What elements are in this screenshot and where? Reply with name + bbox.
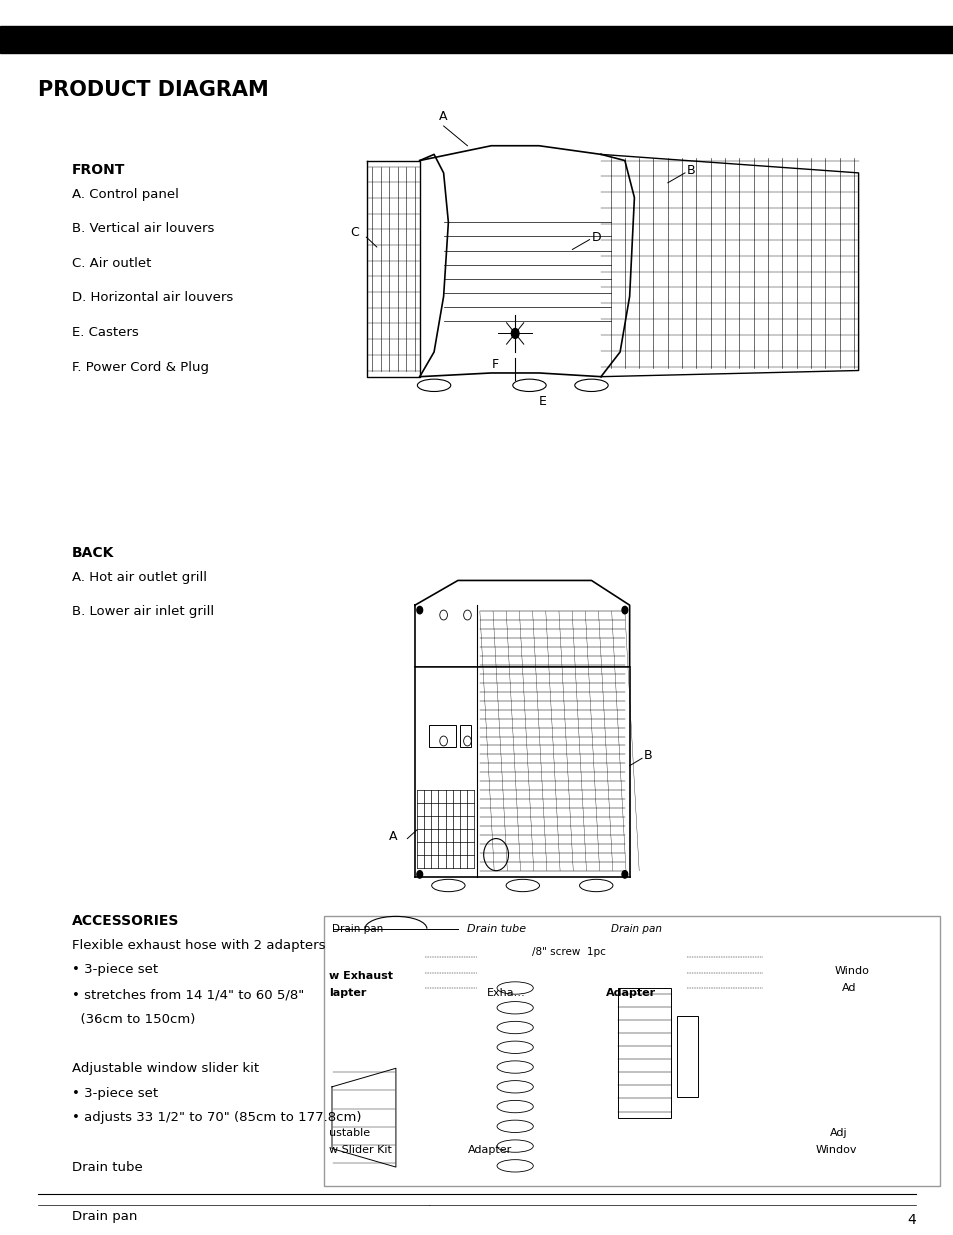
Text: B. Lower air inlet grill: B. Lower air inlet grill — [71, 605, 213, 619]
Text: Drain tube: Drain tube — [71, 1161, 142, 1174]
Bar — [459, 725, 471, 747]
Text: F: F — [491, 358, 497, 370]
Text: lapter: lapter — [329, 988, 366, 998]
Text: Adjustable window slider kit: Adjustable window slider kit — [71, 1062, 258, 1076]
Text: Drain pan: Drain pan — [332, 924, 383, 934]
Text: Exha…: Exha… — [486, 988, 525, 998]
Text: /8" screw  1pc: /8" screw 1pc — [532, 947, 605, 957]
Text: D: D — [591, 231, 600, 243]
Text: Drain pan: Drain pan — [71, 1210, 137, 1224]
Text: Windo: Windo — [834, 966, 869, 976]
Circle shape — [621, 871, 627, 878]
Text: w Exhaust: w Exhaust — [329, 971, 393, 981]
Text: BACK: BACK — [71, 546, 113, 559]
Text: A. Control panel: A. Control panel — [71, 188, 178, 201]
Text: FRONT: FRONT — [71, 163, 125, 177]
Text: • 3-piece set: • 3-piece set — [71, 963, 157, 977]
Text: PRODUCT DIAGRAM: PRODUCT DIAGRAM — [38, 80, 269, 100]
Text: C: C — [350, 226, 358, 238]
Bar — [0, 26, 953, 53]
Text: (36cm to 150cm): (36cm to 150cm) — [71, 1013, 194, 1026]
Text: Flexible exhaust hose with 2 adapters: Flexible exhaust hose with 2 adapters — [71, 939, 325, 952]
Text: Ad: Ad — [841, 983, 855, 993]
Text: 4: 4 — [906, 1213, 915, 1226]
Text: • stretches from 14 1/4" to 60 5/8": • stretches from 14 1/4" to 60 5/8" — [71, 988, 303, 1002]
Text: • adjusts 33 1/2" to 70" (85cm to 177.8cm): • adjusts 33 1/2" to 70" (85cm to 177.8c… — [71, 1112, 360, 1125]
Text: B. Vertical air louvers: B. Vertical air louvers — [71, 222, 213, 236]
Circle shape — [511, 329, 518, 338]
Text: Adapter: Adapter — [467, 1145, 511, 1155]
Text: ustable: ustable — [329, 1128, 370, 1137]
Bar — [618, 988, 670, 1118]
Text: E: E — [538, 395, 546, 408]
Text: • 3-piece set: • 3-piece set — [71, 1087, 157, 1100]
Circle shape — [621, 606, 627, 614]
Text: w Slider Kit: w Slider Kit — [329, 1145, 392, 1155]
Text: D. Horizontal air louvers: D. Horizontal air louvers — [71, 291, 233, 305]
Circle shape — [416, 606, 422, 614]
Bar — [677, 1016, 698, 1097]
Text: E. Casters: E. Casters — [71, 326, 138, 340]
Text: F. Power Cord & Plug: F. Power Cord & Plug — [71, 361, 209, 374]
Text: Drain pan: Drain pan — [610, 924, 660, 934]
Text: C. Air outlet: C. Air outlet — [71, 257, 151, 270]
Text: ACCESSORIES: ACCESSORIES — [71, 914, 179, 927]
Text: Windov: Windov — [815, 1145, 857, 1155]
Text: Adj: Adj — [829, 1128, 846, 1137]
Text: Drain tube: Drain tube — [467, 924, 526, 934]
Bar — [324, 916, 939, 1186]
Text: B: B — [643, 750, 652, 762]
Circle shape — [483, 839, 508, 871]
Text: Adapter: Adapter — [605, 988, 656, 998]
Circle shape — [416, 871, 422, 878]
Text: A: A — [389, 830, 397, 842]
Text: A: A — [439, 110, 447, 124]
Text: A. Hot air outlet grill: A. Hot air outlet grill — [71, 571, 207, 584]
Text: B: B — [686, 164, 695, 177]
Bar — [429, 725, 456, 747]
